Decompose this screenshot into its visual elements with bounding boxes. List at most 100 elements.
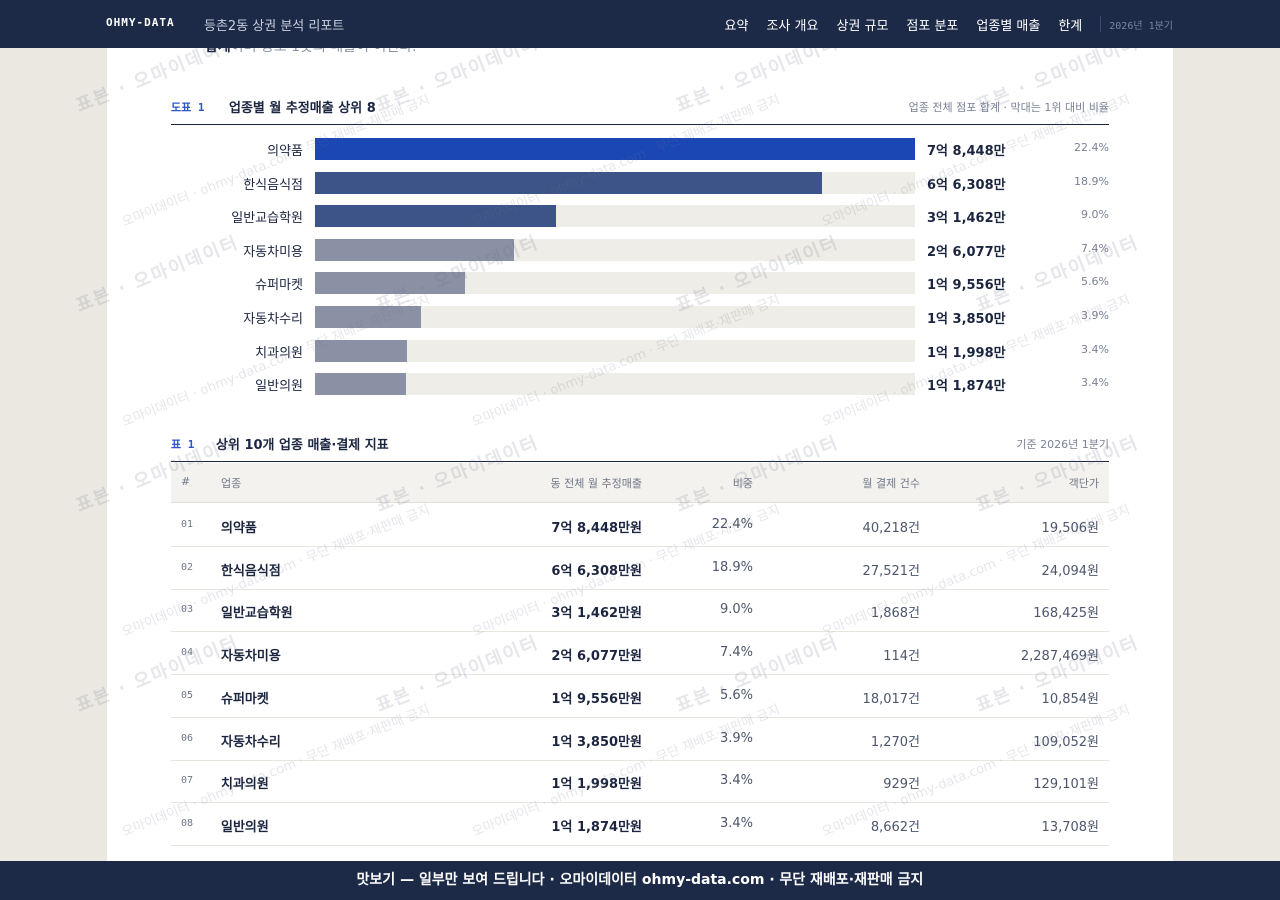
column-header-rank: # (181, 475, 191, 488)
cell-sales: 3억 1,462만원 (551, 606, 642, 622)
cell-share: 5.6% (719, 687, 753, 703)
table-title: 상위 10개 업종 매출·결제 지표 (216, 438, 389, 453)
chart-title: 업종별 월 추정매출 상위 8 (229, 101, 376, 116)
cell-avg-price: 109,052원 (1033, 734, 1099, 750)
chart-note: 업종 전체 점포 합계 · 막대는 1위 대비 비율 (908, 101, 1109, 114)
cell-rank: 05 (181, 689, 194, 701)
cell-count: 1,270건 (870, 734, 920, 750)
cell-sales: 2억 6,077만원 (551, 649, 642, 665)
cell-share: 3.9% (719, 730, 753, 746)
bar-category-label: 슈퍼마켓 (255, 278, 303, 294)
bar-category-label: 일반교습학원 (231, 211, 303, 227)
cell-industry: 일반교습학원 (221, 606, 293, 622)
bar (315, 171, 823, 194)
bar-value-label: 1억 3,850만 (927, 312, 1006, 327)
bar-share-label: 5.6% (1081, 275, 1109, 289)
cell-count: 1,868건 (870, 606, 920, 622)
chart-section-header: 도표 1 업종별 월 추정매출 상위 8 업종 전체 점포 합계 · 막대는 1… (171, 95, 1109, 125)
bar-share-label: 22.4% (1074, 141, 1109, 154)
bar-row: 자동차미용 2억 6,077만 7.4% (171, 238, 1109, 262)
column-header-avg-price: 객단가 (1068, 477, 1099, 490)
cell-industry: 자동차수리 (221, 734, 281, 750)
bar-value-label: 3억 1,462만 (927, 211, 1006, 227)
cell-share: 3.4% (719, 815, 753, 831)
table-row: 05 슈퍼마켓 1억 9,556만원 5.6% 18,017건 10,854원 (171, 675, 1109, 718)
cell-count: 8,662건 (870, 819, 920, 835)
brand-logo[interactable]: OHMY-DATA (106, 16, 175, 29)
cell-industry: 한식음식점 (221, 563, 281, 579)
bar-category-label: 일반의원 (255, 379, 303, 395)
preview-footer-banner: 맛보기 — 일부만 보여 드립니다 · 오마이데이터 ohmy-data.com… (0, 861, 1280, 900)
column-header-industry: 업종 (221, 477, 242, 490)
cell-avg-price: 168,425원 (1033, 606, 1099, 622)
cell-share: 18.9% (711, 559, 753, 575)
table-row: 08 일반의원 1억 1,874만원 3.4% 8,662건 13,708원 (171, 803, 1109, 846)
table-row: 01 의약품 7억 8,448만원 22.4% 40,218건 19,506원 (171, 504, 1109, 547)
cell-count: 27,521건 (862, 563, 920, 579)
period-label: 2026년 1분기 (1109, 20, 1173, 32)
report-title: 등촌2동 상권 분석 리포트 (204, 19, 345, 34)
bar-share-label: 18.9% (1074, 174, 1109, 188)
bar-category-label: 자동차미용 (243, 244, 303, 260)
top-navigation-bar: OHMY-DATA 등촌2동 상권 분석 리포트 요약 조사 개요 상권 규모 … (0, 0, 1280, 48)
bar (315, 339, 407, 362)
cell-avg-price: 2,287,469원 (1020, 649, 1099, 665)
bar-track (315, 171, 915, 194)
cell-avg-price: 129,101원 (1033, 777, 1099, 793)
bar-value-label: 2억 6,077만 (927, 244, 1006, 260)
bar-share-label: 3.9% (1081, 309, 1109, 322)
nav-item-overview[interactable]: 조사 개요 (766, 18, 819, 34)
sales-bar-chart: 의약품 7억 8,448만 22.4% 한식음식점 6억 6,308만 18.9% 일반교습… (171, 137, 1109, 401)
bar-row: 일반의원 1억 1,874만 3.4% (171, 372, 1109, 396)
cell-rank: 02 (181, 561, 194, 573)
bar-track (315, 306, 915, 328)
nav-item-market-size[interactable]: 상권 규모 (836, 18, 889, 34)
cell-sales: 1억 1,998만원 (551, 777, 642, 793)
cell-count: 929건 (883, 777, 920, 793)
nav-item-summary[interactable]: 요약 (724, 18, 749, 34)
cell-avg-price: 24,094원 (1041, 563, 1099, 579)
bar-track (315, 339, 915, 362)
cell-rank: 01 (181, 519, 194, 530)
nav-item-limitations[interactable]: 한계 (1058, 18, 1083, 34)
bar-track (315, 238, 915, 261)
cell-rank: 06 (181, 732, 194, 744)
cell-rank: 04 (181, 647, 194, 659)
bar-share-label: 7.4% (1081, 241, 1109, 255)
table-row: 03 일반교습학원 3억 1,462만원 9.0% 1,868건 168,425원 (171, 589, 1109, 633)
bar-row: 한식음식점 6억 6,308만 18.9% (171, 171, 1109, 195)
cell-count: 114건 (883, 649, 920, 665)
bar-row: 의약품 7억 8,448만 22.4% (171, 137, 1109, 161)
table-row: 04 자동차미용 2억 6,077만원 7.4% 114건 2,287,469원 (171, 632, 1109, 676)
cell-sales: 7억 8,448만원 (551, 521, 642, 536)
bar-track (315, 138, 915, 160)
nav-item-sales-by-industry[interactable]: 업종별 매출 (976, 18, 1041, 34)
cell-rank: 08 (181, 817, 194, 829)
bar (315, 238, 515, 261)
bar-track (315, 373, 915, 396)
cell-avg-price: 19,506원 (1041, 521, 1099, 536)
column-header-count: 월 결제 건수 (862, 477, 920, 490)
nav-item-store-distribution[interactable]: 점포 분포 (906, 18, 959, 34)
cell-avg-price: 13,708원 (1041, 819, 1099, 835)
bar-value-label: 1억 1,998만 (927, 345, 1006, 361)
table-header-row: # 업종 동 전체 월 추정매출 비중 월 결제 건수 객단가 (171, 463, 1109, 503)
nav-menu: 요약 조사 개요 상권 규모 점포 분포 업종별 매출 한계 2026년 1분기 (725, 0, 1280, 48)
bar-row: 슈퍼마켓 1억 9,556만 5.6% (171, 271, 1109, 295)
table-row: 06 자동차수리 1억 3,850만원 3.9% 1,270건 109,052원 (171, 718, 1109, 761)
bar-share-label: 9.0% (1081, 208, 1109, 222)
cell-rank: 07 (181, 775, 194, 787)
bar (315, 306, 421, 328)
bar-share-label: 3.4% (1081, 342, 1109, 356)
bar-row: 치과의원 1억 1,998만 3.4% (171, 339, 1109, 363)
bar (315, 272, 465, 295)
cell-count: 40,218건 (862, 521, 920, 536)
bar-value-label: 1억 9,556만 (927, 278, 1006, 294)
cell-sales: 1억 9,556만원 (551, 691, 642, 707)
bar-category-label: 치과의원 (255, 345, 303, 361)
cell-sales: 1억 1,874만원 (551, 819, 642, 835)
bar-category-label: 의약품 (267, 144, 303, 159)
cell-industry: 자동차미용 (221, 649, 281, 665)
cell-share: 9.0% (719, 602, 753, 618)
bar-category-label: 한식음식점 (243, 177, 303, 193)
